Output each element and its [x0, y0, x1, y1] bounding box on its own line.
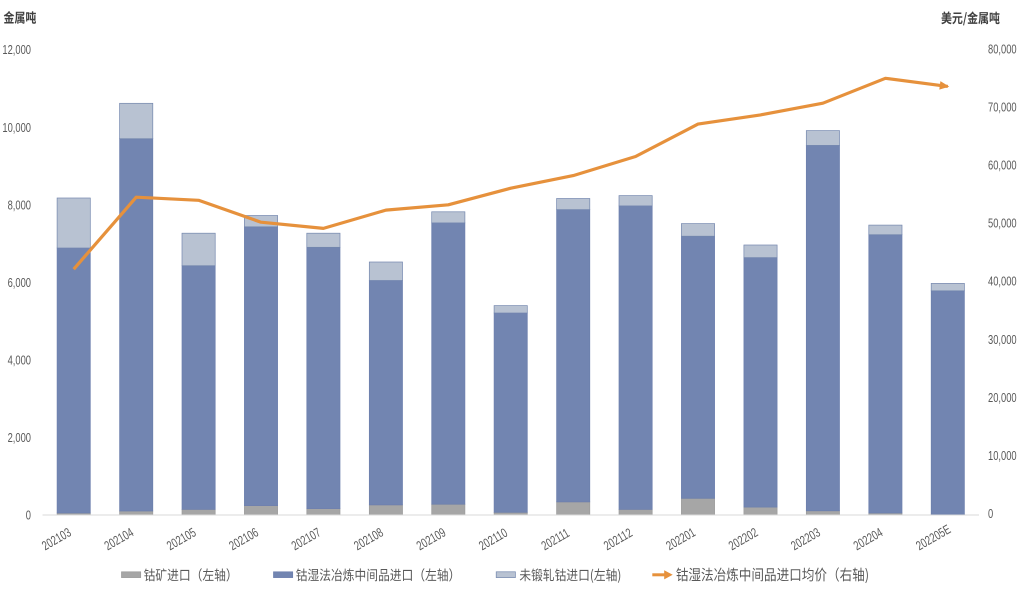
svg-text:4,000: 4,000 — [8, 354, 31, 368]
svg-text:0: 0 — [26, 509, 31, 523]
svg-text:20,000: 20,000 — [988, 392, 1017, 406]
svg-text:0: 0 — [988, 508, 993, 522]
svg-text:12,000: 12,000 — [2, 44, 31, 58]
svg-text:2,000: 2,000 — [8, 432, 31, 446]
svg-text:60,000: 60,000 — [988, 159, 1017, 173]
svg-text:8,000: 8,000 — [8, 199, 31, 213]
svg-text:80,000: 80,000 — [988, 43, 1017, 57]
svg-text:30,000: 30,000 — [988, 333, 1017, 347]
svg-text:10,000: 10,000 — [2, 121, 31, 135]
svg-text:70,000: 70,000 — [988, 101, 1017, 115]
svg-text:6,000: 6,000 — [8, 277, 31, 291]
svg-text:40,000: 40,000 — [988, 275, 1017, 289]
svg-text:50,000: 50,000 — [988, 217, 1017, 231]
svg-text:10,000: 10,000 — [988, 450, 1017, 464]
